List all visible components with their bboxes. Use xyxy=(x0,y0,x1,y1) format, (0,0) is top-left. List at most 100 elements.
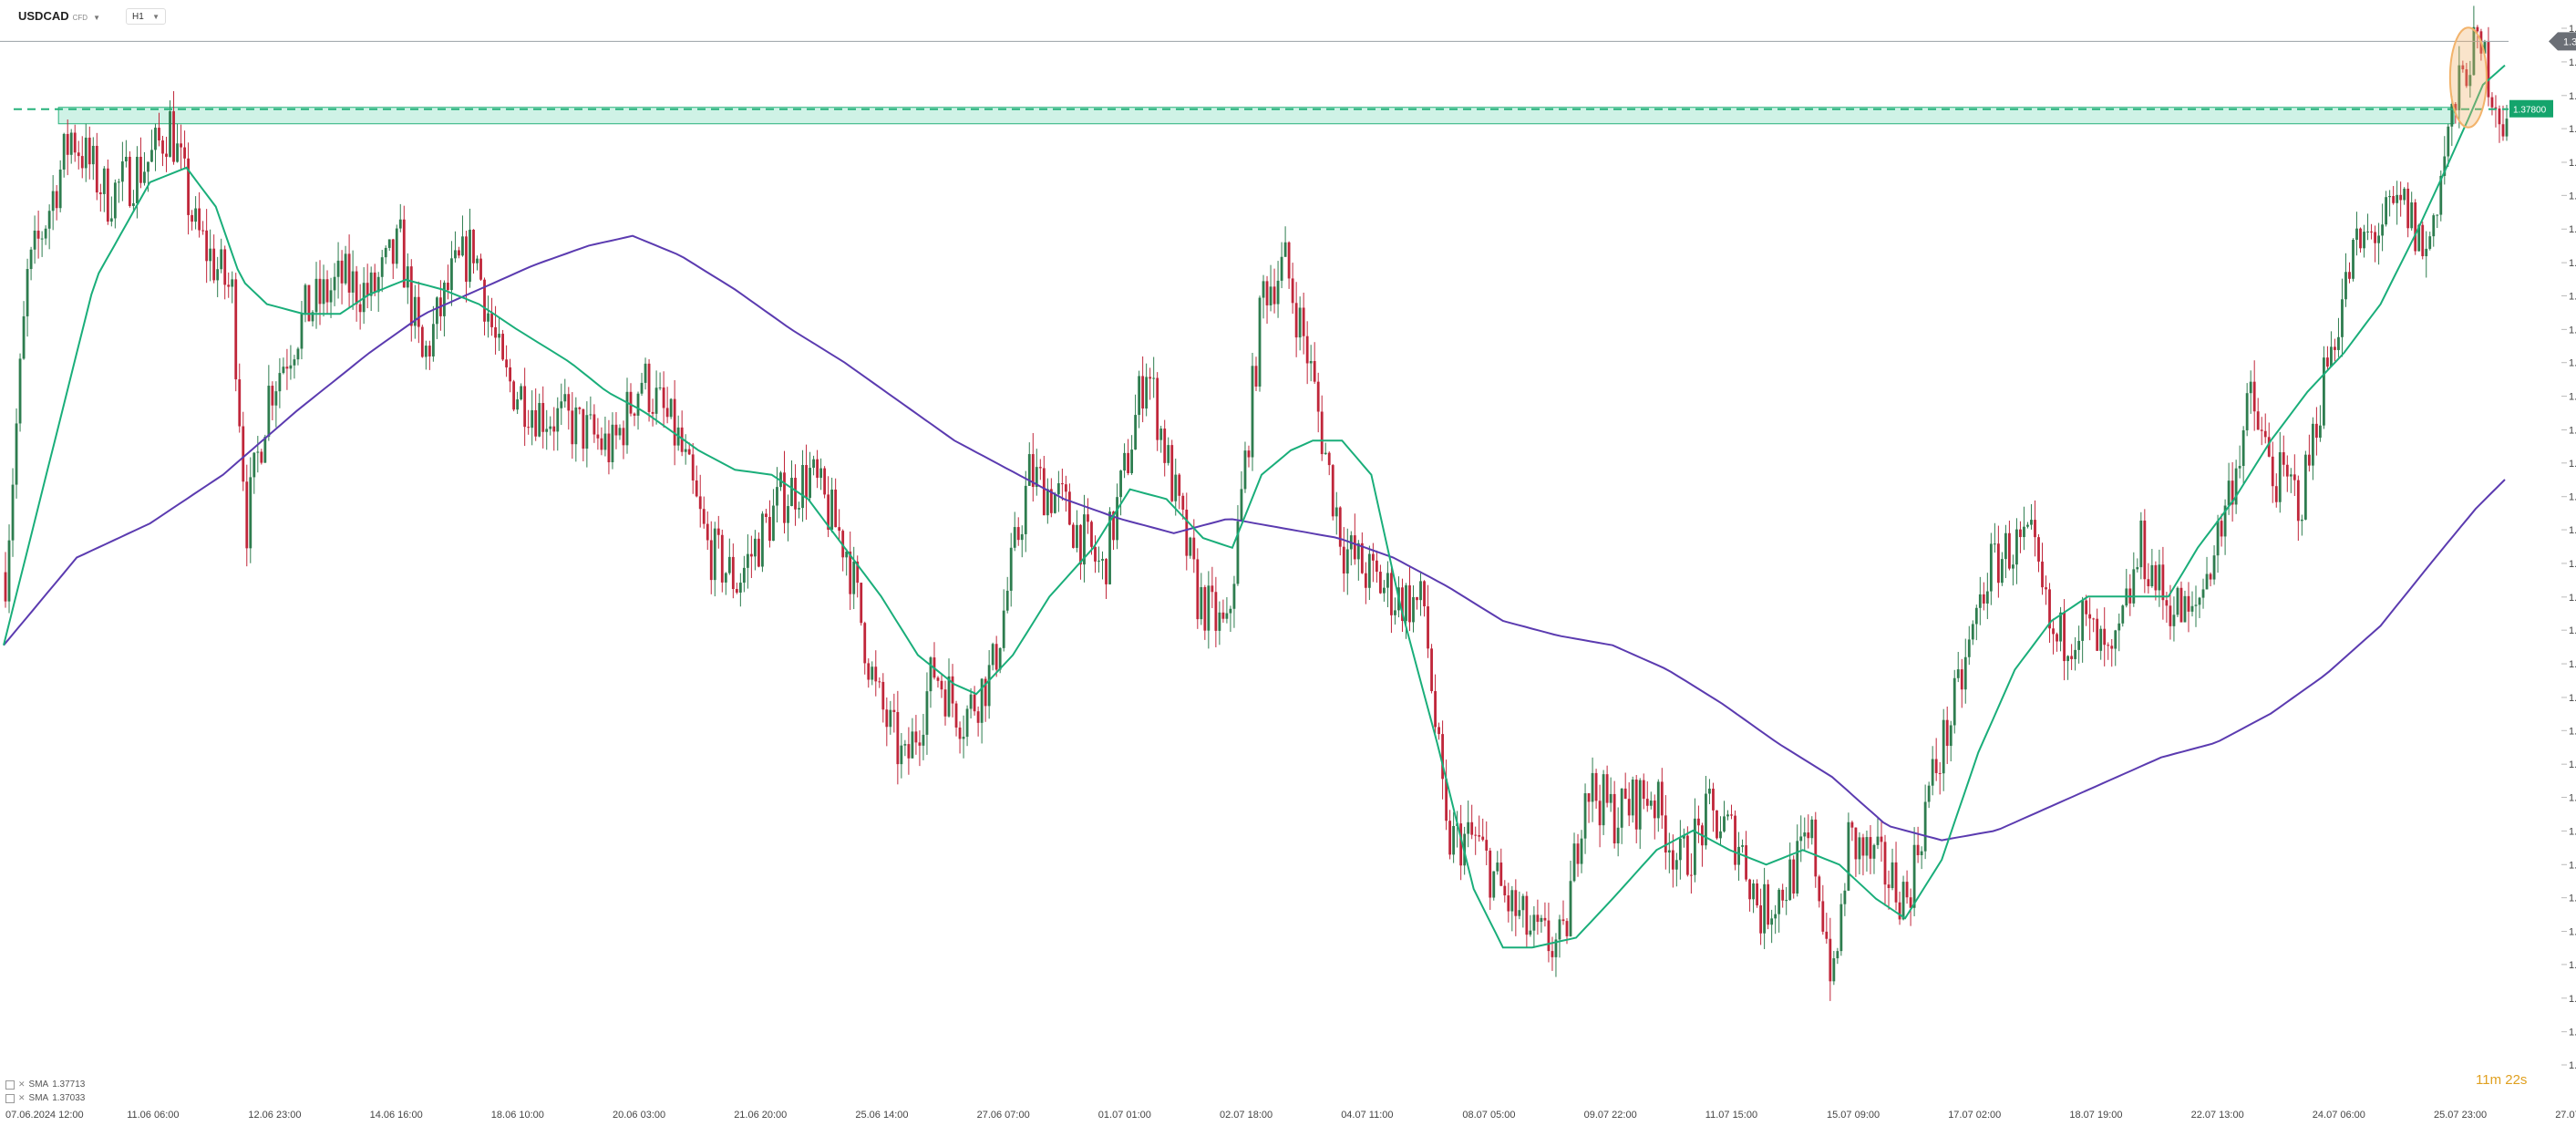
candle-body xyxy=(2323,357,2325,426)
candle-body xyxy=(1167,445,1170,463)
candle-body xyxy=(863,623,867,664)
candle-body xyxy=(2085,600,2088,615)
candle-body xyxy=(1682,835,1685,839)
candle-body xyxy=(1843,890,1847,904)
candle-body xyxy=(91,145,95,165)
candle-body xyxy=(11,484,15,541)
candle-body xyxy=(2476,26,2479,32)
candle-body xyxy=(1854,827,1858,860)
timeframe-selector[interactable]: H1 ▼ xyxy=(126,8,166,25)
candle-body xyxy=(1572,843,1576,882)
candle-body xyxy=(47,211,51,229)
candle-body xyxy=(318,278,322,305)
candle-body xyxy=(2245,393,2249,430)
candle-body xyxy=(611,424,614,462)
x-tick-label: 11.06 06:00 xyxy=(127,1110,179,1121)
x-tick-label: 18.07 19:00 xyxy=(2069,1110,2122,1121)
candle-body xyxy=(2096,618,2099,651)
candle-body xyxy=(443,283,446,316)
candle-body xyxy=(490,313,493,327)
current-price-tag xyxy=(2549,32,2576,51)
candle-body xyxy=(706,523,709,541)
candle-body xyxy=(1386,573,1389,588)
candle-body xyxy=(476,258,479,263)
candle-body xyxy=(231,279,234,287)
candle-body xyxy=(216,269,220,281)
candle-body xyxy=(1839,904,1843,952)
candle-body xyxy=(991,644,994,666)
candle-body xyxy=(1525,895,1529,935)
candle-body xyxy=(1294,303,1298,338)
candle-body xyxy=(387,239,391,248)
legend-sma-fast[interactable]: ✕ SMA 1.37713 xyxy=(5,1078,85,1091)
candle-body xyxy=(1770,918,1774,925)
candle-body xyxy=(1963,656,1967,690)
candle-body xyxy=(424,346,428,357)
candle-body xyxy=(1225,613,1229,619)
candle-body xyxy=(1196,559,1200,620)
candle-body xyxy=(1459,823,1463,866)
candle-body xyxy=(545,429,549,432)
y-tick-label: 1.36937 xyxy=(2569,525,2576,536)
candle-body xyxy=(1383,587,1386,594)
candle-body xyxy=(2052,628,2055,635)
eye-icon[interactable]: ✕ xyxy=(18,1080,26,1089)
candle-body xyxy=(531,409,534,429)
candle-body xyxy=(1076,524,1078,548)
symbol-selector[interactable]: USDCAD CFD ▼ xyxy=(18,9,100,23)
candle-body xyxy=(2267,437,2271,457)
candle-body xyxy=(1960,669,1963,690)
candle-body xyxy=(527,427,531,429)
candle-body xyxy=(1097,560,1100,562)
candle-body xyxy=(2303,454,2307,520)
candle-body xyxy=(625,391,629,446)
candle-body xyxy=(2490,97,2494,108)
candle-body xyxy=(998,647,1002,670)
candle-body xyxy=(1470,821,1474,835)
candle-body xyxy=(2150,564,2154,587)
candle-body xyxy=(88,137,91,165)
candle-body xyxy=(1211,585,1214,593)
candle-body xyxy=(976,711,980,723)
candle-body xyxy=(757,538,760,567)
eye-icon[interactable]: ✕ xyxy=(18,1093,26,1102)
candle-body xyxy=(80,156,84,169)
candle-body xyxy=(1035,467,1038,488)
candle-body xyxy=(1547,920,1551,952)
candle-body xyxy=(113,182,117,219)
time-axis: 07.06.2024 12:00 11.06 06:00 12.06 23:00 14… xyxy=(5,1110,2576,1121)
candle-body xyxy=(1378,572,1382,594)
candle-body xyxy=(742,567,746,584)
y-tick-label: 1.37005 xyxy=(2569,492,2576,503)
candle-body xyxy=(1723,816,1726,832)
candle-body xyxy=(355,271,358,305)
x-tick-label: 07.06.2024 12:00 xyxy=(5,1110,84,1121)
candle-body xyxy=(1752,883,1755,900)
candle-body xyxy=(483,279,486,322)
y-tick-label: 1.35976 xyxy=(2569,994,2576,1005)
y-tick-label: 1.36525 xyxy=(2569,726,2576,737)
candle-body xyxy=(1912,844,1916,908)
candle-body xyxy=(1909,897,1912,908)
candle-body xyxy=(654,387,658,414)
candle-body xyxy=(878,681,881,683)
candle-body xyxy=(183,147,186,159)
candle-body xyxy=(790,478,793,507)
candle-body xyxy=(351,271,355,293)
candle-body xyxy=(2231,480,2234,505)
candle-body xyxy=(1313,361,1316,382)
candle-body xyxy=(618,428,622,436)
candle-body xyxy=(300,313,304,349)
candle-body xyxy=(201,230,205,232)
candle-body xyxy=(458,250,460,256)
candle-body xyxy=(516,399,520,410)
candle-body xyxy=(1119,470,1122,498)
candle-body xyxy=(1291,278,1294,304)
candle-body xyxy=(132,202,135,206)
legend-sma-slow[interactable]: ✕ SMA 1.37033 xyxy=(5,1091,85,1105)
candle-body xyxy=(2403,188,2406,201)
candle-body xyxy=(454,250,457,259)
candle-body xyxy=(607,433,611,462)
candle-body xyxy=(1730,814,1733,816)
